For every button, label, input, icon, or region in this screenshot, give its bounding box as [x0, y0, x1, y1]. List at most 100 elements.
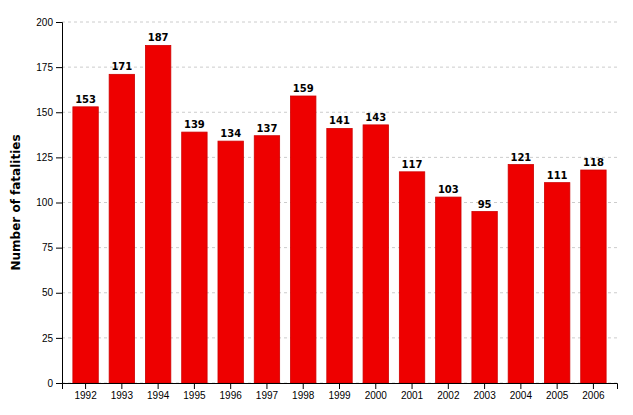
bar — [182, 132, 207, 383]
bars — [73, 45, 606, 383]
bar — [581, 170, 606, 383]
tick-label: 1997 — [256, 390, 279, 401]
tick-label: 2005 — [546, 390, 569, 401]
bar — [399, 172, 424, 383]
tick-mark — [56, 67, 62, 68]
tick-label: 2001 — [401, 390, 424, 401]
tick-mark — [484, 383, 485, 389]
tick-label: 25 — [42, 333, 54, 344]
tick-mark — [375, 383, 376, 389]
tick: 2006 — [582, 383, 605, 401]
tick-label: 1999 — [328, 390, 351, 401]
tick: 1994 — [147, 383, 170, 401]
data-label: 137 — [257, 123, 278, 134]
tick: 1995 — [183, 383, 206, 401]
chart: 153 171 187 139 134 137 159 141 143 117 103 95 121 11… — [0, 0, 633, 415]
tick: 2004 — [510, 383, 533, 401]
tick: 2001 — [401, 383, 424, 401]
tick-mark — [412, 383, 413, 389]
tick: 100 — [36, 197, 62, 208]
bar — [145, 45, 170, 383]
tick: 2000 — [365, 383, 388, 401]
data-label: 171 — [111, 61, 132, 72]
tick-mark — [520, 383, 521, 389]
data-label: 111 — [547, 170, 568, 181]
bar — [254, 136, 279, 383]
tick-mark — [56, 22, 62, 23]
y-axis-label: Number of fatalities — [9, 134, 23, 270]
tick: 200 — [36, 17, 62, 28]
plot: 153 171 187 139 134 137 159 141 143 117 103 95 121 11… — [36, 17, 617, 401]
axis-domain — [56, 23, 63, 384]
tick-label: 0 — [47, 378, 53, 389]
grid — [62, 22, 617, 383]
tick: 25 — [42, 333, 62, 344]
tick: 1996 — [220, 383, 243, 401]
data-label: 153 — [75, 94, 96, 105]
tick-label: 1992 — [74, 390, 97, 401]
tick-label: 150 — [36, 107, 53, 118]
tick-label: 100 — [36, 197, 53, 208]
tick-mark — [56, 383, 62, 384]
tick-mark — [303, 383, 304, 389]
bar — [327, 128, 352, 383]
tick-mark — [230, 383, 231, 389]
bar — [109, 74, 134, 383]
axis-domain — [63, 384, 618, 390]
tick-mark — [448, 383, 449, 389]
tick-label: 2003 — [473, 390, 496, 401]
data-label: 103 — [438, 184, 459, 195]
tick: 1993 — [111, 383, 134, 401]
data-label: 139 — [184, 119, 205, 130]
bar — [472, 212, 497, 383]
bar — [544, 183, 569, 383]
bar — [218, 141, 243, 383]
tick-mark — [158, 383, 159, 389]
tick-label: 50 — [42, 287, 54, 298]
tick-label: 200 — [36, 17, 53, 28]
tick: 1997 — [256, 383, 279, 401]
tick: 75 — [42, 242, 62, 253]
data-label: 159 — [293, 83, 314, 94]
tick: 50 — [42, 287, 62, 298]
tick: 125 — [36, 152, 62, 163]
tick-label: 75 — [42, 242, 54, 253]
tick-mark — [56, 157, 62, 158]
tick-label: 125 — [36, 152, 53, 163]
tick: 2002 — [437, 383, 460, 401]
tick-label: 2004 — [510, 390, 533, 401]
data-label: 121 — [510, 152, 531, 163]
tick: 0 — [47, 378, 62, 389]
tick-label: 1998 — [292, 390, 315, 401]
tick-mark — [56, 248, 62, 249]
tick-mark — [56, 293, 62, 294]
tick-label: 1996 — [220, 390, 243, 401]
data-labels: 153 171 187 139 134 137 159 141 143 117 103 95 121 11… — [75, 32, 604, 209]
tick-mark — [121, 383, 122, 389]
tick-label: 2002 — [437, 390, 460, 401]
tick: 1992 — [74, 383, 97, 401]
tick: 2003 — [473, 383, 496, 401]
y-axis: 0 25 50 75 100 125 150 175 200 — [36, 17, 62, 389]
bar — [73, 107, 98, 383]
bar — [291, 96, 316, 383]
tick: 1998 — [292, 383, 315, 401]
tick-label: 1995 — [183, 390, 206, 401]
tick-mark — [85, 383, 86, 389]
data-label: 141 — [329, 115, 350, 126]
tick-label: 175 — [36, 62, 53, 73]
tick-mark — [56, 112, 62, 113]
data-label: 117 — [402, 159, 423, 170]
data-label: 95 — [478, 199, 492, 210]
tick-mark — [557, 383, 558, 389]
tick: 175 — [36, 62, 62, 73]
tick-label: 1994 — [147, 390, 170, 401]
tick-label: 1993 — [111, 390, 134, 401]
tick-label: 2006 — [582, 390, 605, 401]
data-label: 187 — [148, 32, 169, 43]
tick-mark — [56, 338, 62, 339]
bar — [508, 165, 533, 383]
data-label: 143 — [365, 112, 386, 123]
tick-mark — [194, 383, 195, 389]
data-label: 134 — [220, 128, 241, 139]
